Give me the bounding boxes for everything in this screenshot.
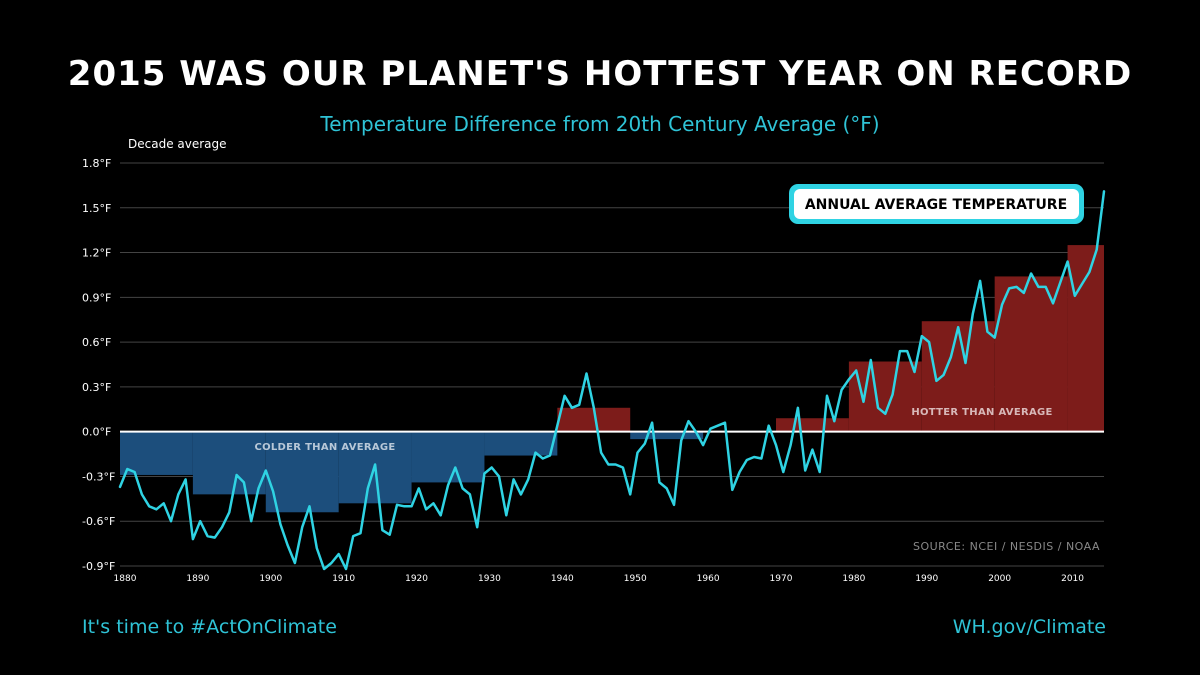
y-tick-label: 1.8°F (82, 157, 111, 170)
y-tick-label: 0.6°F (82, 336, 111, 349)
decade-bar (557, 407, 631, 432)
decade-bar (265, 431, 339, 513)
x-tick-label: 1880 (114, 574, 137, 584)
x-tick-label: 1990 (915, 574, 938, 584)
x-tick-label: 1910 (332, 574, 355, 584)
x-tick-label: 1930 (478, 574, 501, 584)
callout-fill (794, 189, 1079, 219)
y-axis-label: Decade average (128, 137, 227, 151)
y-tick-label: 1.5°F (82, 202, 111, 215)
decade-bar (192, 431, 266, 495)
y-tick-label: -0.6°F (82, 515, 115, 528)
y-tick-labels: 1.8°F 1.5°F 1.2°F 0.9°F 0.6°F 0.3°F 0.0°F -0.3°… (82, 157, 115, 573)
y-tick-label: 0.9°F (82, 291, 111, 304)
x-tick-label: 1950 (624, 574, 647, 584)
x-tick-labels: 1880 1890 1900 1910 1920 1930 1940 1950 1960 1970… (114, 574, 1085, 584)
y-tick-label: -0.3°F (82, 470, 115, 483)
x-tick-label: 1960 (697, 574, 720, 584)
x-tick-label: 1890 (186, 574, 209, 584)
colder-region-label: COLDER THAN AVERAGE (254, 442, 395, 453)
decade-bar (630, 431, 704, 440)
source-label: SOURCE: NCEI / NESDIS / NOAA (913, 540, 1100, 553)
x-tick-label: 2010 (1061, 574, 1084, 584)
chart-title: 2015 WAS OUR PLANET'S HOTTEST YEAR ON RE… (67, 54, 1133, 94)
chart-subtitle: Temperature Difference from 20th Century… (320, 112, 880, 136)
decade-bar (921, 321, 995, 432)
decade-bar (1067, 245, 1104, 432)
decade-bar (776, 418, 849, 432)
y-tick-label: -0.9°F (82, 560, 115, 573)
callout-box: ANNUAL AVERAGE TEMPERATURE (789, 184, 1084, 224)
x-tick-label: 1980 (842, 574, 865, 584)
decade-bar (848, 361, 922, 432)
wh-climate-link[interactable]: WH.gov/Climate (952, 616, 1106, 638)
decade-bar (411, 431, 485, 483)
decade-bars (120, 245, 1104, 513)
annual-line-group (118, 190, 1106, 571)
y-tick-label: 1.2°F (82, 247, 111, 260)
x-tick-label: 1970 (770, 574, 793, 584)
decade-bar (484, 431, 558, 456)
annual-temperature-line (118, 190, 1106, 571)
y-tick-label: 0.3°F (82, 381, 111, 394)
x-tick-label: 1940 (551, 574, 574, 584)
act-on-climate-text: It's time to #ActOnClimate (82, 616, 337, 638)
y-tick-label: 0.0°F (82, 426, 111, 439)
callout-label: ANNUAL AVERAGE TEMPERATURE (805, 197, 1067, 213)
x-tick-label: 1920 (405, 574, 428, 584)
hotter-region-label: HOTTER THAN AVERAGE (911, 407, 1052, 418)
x-tick-label: 2000 (988, 574, 1011, 584)
decade-bar (994, 276, 1068, 432)
x-tick-label: 1900 (259, 574, 282, 584)
decade-bar (120, 431, 193, 475)
